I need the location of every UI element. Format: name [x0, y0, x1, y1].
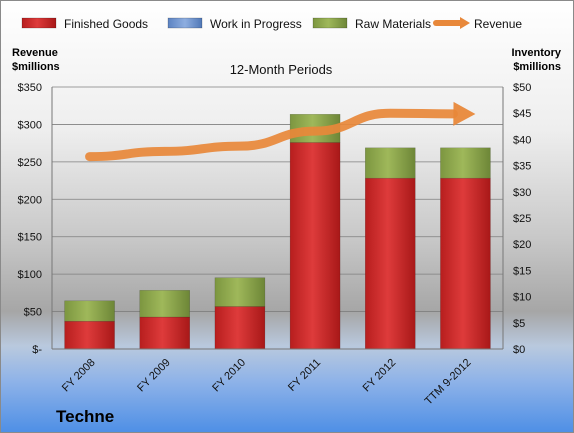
- right-tick-label: $35: [513, 161, 531, 173]
- right-tick-label: $5: [513, 318, 525, 330]
- left-tick-label: $350: [18, 82, 42, 94]
- bar-raw-materials: [214, 277, 266, 307]
- left-axis-title-line2: $millions: [12, 61, 60, 73]
- legend-swatch-work-in-progress: [167, 17, 203, 29]
- left-tick-label: $250: [18, 157, 42, 169]
- revenue-line: [85, 101, 476, 162]
- chart-subtitle: 12-Month Periods: [230, 62, 333, 77]
- company-name: Techne: [56, 407, 114, 426]
- revenue-arrowhead: [453, 101, 476, 126]
- right-tick-label: $45: [513, 108, 531, 120]
- right-tick-label: $20: [513, 239, 531, 251]
- right-tick-label: $40: [513, 134, 531, 146]
- left-tick-label: $150: [18, 232, 42, 244]
- right-tick-label: $30: [513, 187, 531, 199]
- legend-swatch-finished-goods: [21, 17, 57, 29]
- bar-raw-materials: [440, 147, 491, 179]
- left-tick-label: $100: [18, 269, 42, 281]
- legend: Finished Goods Work in Progress Raw Materi…: [21, 17, 522, 31]
- bar-finished-goods: [64, 320, 115, 350]
- legend-label-work-in-progress: Work in Progress: [210, 17, 302, 31]
- legend-label-raw-materials: Raw Materials: [355, 17, 431, 31]
- left-axis-title-line1: Revenue: [12, 47, 58, 59]
- bar-raw-materials: [365, 147, 416, 179]
- bar-finished-goods: [139, 316, 190, 350]
- right-tick-label: $15: [513, 265, 531, 277]
- bar-raw-materials: [64, 300, 115, 322]
- right-tick-label: $0: [513, 344, 525, 356]
- legend-swatch-raw-materials: [312, 17, 348, 29]
- revenue-line-path: [85, 108, 458, 162]
- left-tick-label: $200: [18, 194, 42, 206]
- legend-label-finished-goods: Finished Goods: [64, 17, 148, 31]
- left-tick-label: $50: [24, 307, 42, 319]
- bar-finished-goods: [289, 142, 341, 350]
- left-tick-label: $-: [32, 344, 42, 356]
- bar-finished-goods: [365, 177, 416, 350]
- bar-finished-goods: [214, 306, 266, 350]
- right-tick-label: $25: [513, 213, 531, 225]
- legend-label-revenue: Revenue: [474, 17, 522, 31]
- legend-arrowhead-revenue: [460, 17, 470, 29]
- right-axis-title-line2: $millions: [513, 61, 561, 73]
- right-tick-label: $10: [513, 292, 531, 304]
- bar-finished-goods: [440, 177, 491, 350]
- left-tick-label: $300: [18, 119, 42, 131]
- right-tick-label: $50: [513, 82, 531, 94]
- bar-raw-materials: [139, 290, 190, 318]
- right-axis-title-line1: Inventory: [511, 47, 561, 59]
- bars: [64, 113, 491, 350]
